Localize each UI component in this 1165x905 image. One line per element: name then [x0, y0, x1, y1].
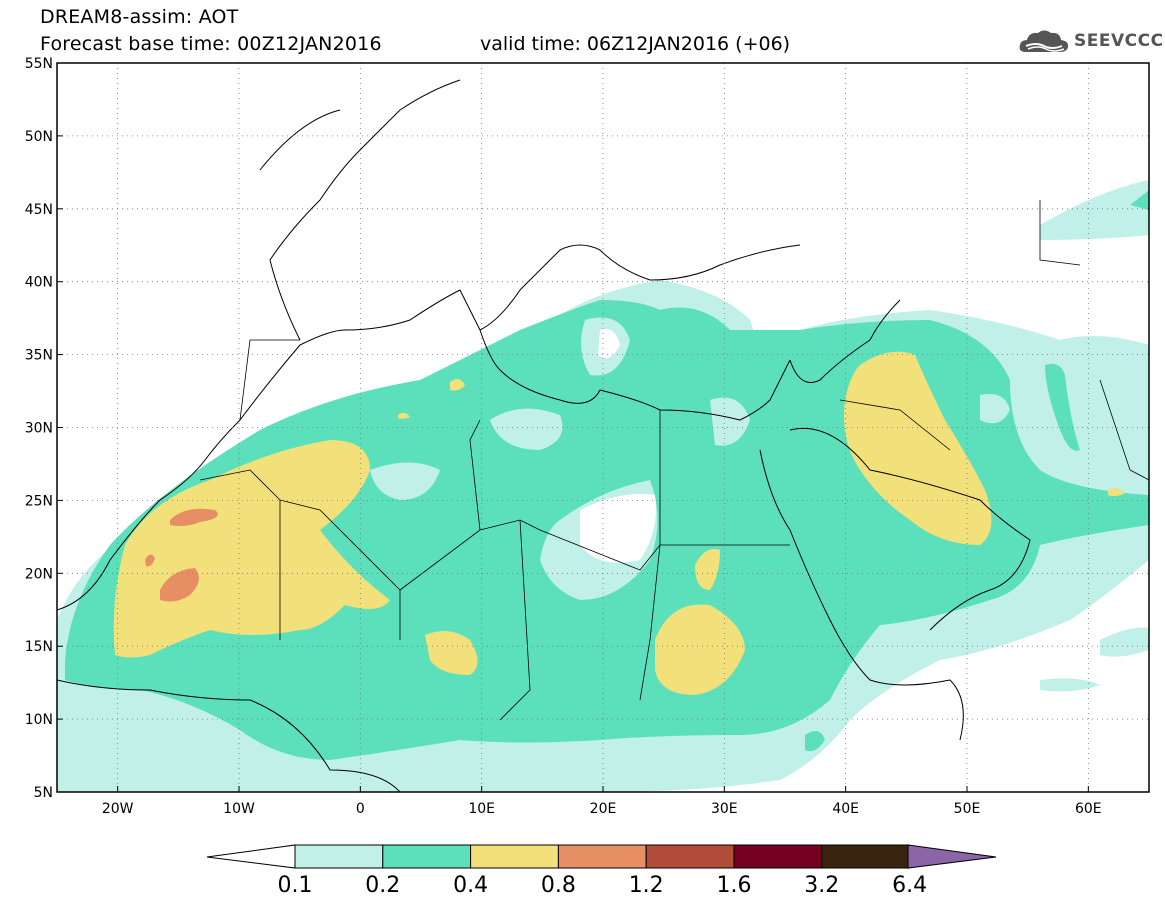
- chart-title: DREAM8-assim: AOT: [40, 6, 239, 28]
- map-frame: [56, 62, 1150, 793]
- logo-text: SEEVCCC: [1074, 31, 1164, 51]
- colorbar-box: [733, 844, 823, 869]
- lon-tick-label: 20W: [102, 801, 134, 817]
- colorbar-level-label: 0.4: [453, 873, 489, 898]
- lat-tick-label: 15N: [25, 639, 53, 655]
- colorbar-level-label: 0.8: [540, 873, 576, 898]
- valid-time-label: valid time: 06Z12JAN2016 (+06): [480, 33, 791, 55]
- lat-tick-label: 10N: [25, 712, 53, 728]
- aot-level-0.4: [113, 351, 1125, 695]
- lat-tick-labels: 5N 10N 15N 20N 25N 30N 35N 40N 45N 50N 55N: [25, 56, 63, 801]
- lat-tick-label: 50N: [25, 129, 53, 145]
- country-borders: [199, 200, 1149, 721]
- aot-field: [57, 180, 1149, 792]
- colorbar-level-label: 0.1: [277, 873, 313, 898]
- colorbar-over-arrow: [907, 844, 997, 869]
- lat-tick-label: 20N: [25, 566, 53, 582]
- lat-tick-label: 40N: [25, 275, 53, 291]
- colorbar-level-label: 0.2: [365, 873, 401, 898]
- colorbar: [206, 844, 997, 869]
- lat-tick-label: 5N: [34, 785, 53, 801]
- lat-tick-label: 45N: [25, 202, 53, 218]
- colorbar-box: [645, 844, 735, 869]
- lon-tick-label: 10E: [468, 801, 495, 817]
- colorbar-box: [294, 844, 384, 869]
- lon-tick-label: 10W: [223, 801, 255, 817]
- colorbar-box: [821, 844, 911, 869]
- cloud-icon: [1019, 30, 1069, 52]
- colorbar-level-label: 1.2: [628, 873, 664, 898]
- colorbar-box: [382, 844, 472, 869]
- lon-tick-label: 50E: [954, 801, 981, 817]
- lon-tick-label: 0: [356, 801, 365, 817]
- lon-tick-label: 40E: [832, 801, 859, 817]
- lon-tick-label: 20E: [590, 801, 617, 817]
- colorbar-under-arrow: [206, 844, 296, 869]
- lat-tick-label: 35N: [25, 348, 53, 364]
- lon-tick-labels: 20W 10W 0 10E 20E 30E 40E 50E 60E: [102, 786, 1102, 817]
- colorbar-level-label: 6.4: [892, 873, 928, 898]
- colorbar-level-label: 1.6: [716, 873, 752, 898]
- lon-tick-label: 30E: [711, 801, 738, 817]
- colorbar-boxes: [294, 844, 911, 869]
- grid-lines: [57, 63, 1149, 792]
- lon-tick-label: 60E: [1075, 801, 1102, 817]
- base-time-label: Forecast base time: 00Z12JAN2016: [40, 33, 382, 55]
- colorbar-level-label: 3.2: [804, 873, 840, 898]
- aot-clear-areas: [370, 317, 1010, 600]
- lat-tick-label: 25N: [25, 493, 53, 509]
- lat-tick-label: 30N: [25, 421, 53, 437]
- aot-level-0.8: [145, 508, 218, 602]
- lat-tick-label: 55N: [25, 56, 53, 72]
- seevccc-logo: SEEVCCC: [1018, 28, 1164, 54]
- coastlines: [57, 79, 1031, 792]
- colorbar-box: [557, 844, 647, 869]
- colorbar-box: [470, 844, 559, 869]
